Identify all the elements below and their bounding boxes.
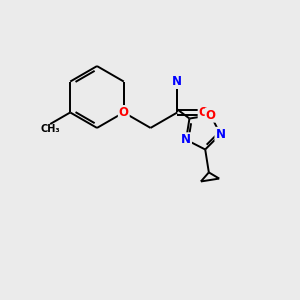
Text: N: N <box>172 75 182 88</box>
Text: N: N <box>181 133 191 146</box>
Text: O: O <box>199 106 208 119</box>
Text: CH₃: CH₃ <box>40 124 60 134</box>
Text: O: O <box>206 109 216 122</box>
Text: O: O <box>119 106 129 119</box>
Text: N: N <box>215 128 225 141</box>
